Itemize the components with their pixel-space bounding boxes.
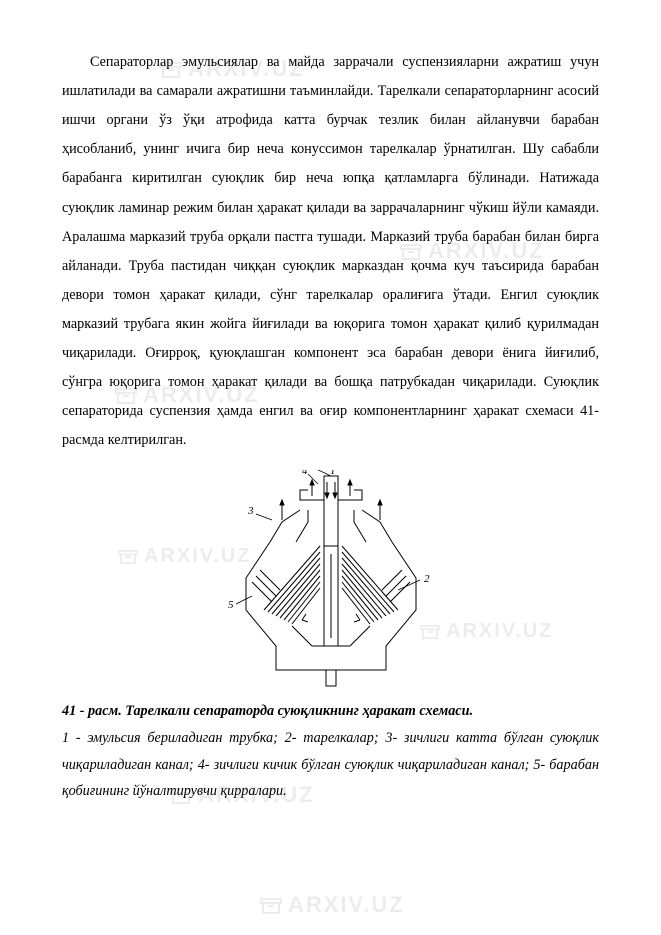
separator-diagram: 1 2 3 4 5: [212, 470, 450, 688]
figure-label-3: 3: [247, 505, 254, 517]
figure-caption-title: 41 - расм. Тарелкали сепараторда суюқлик…: [62, 698, 599, 725]
figure-label-1: 1: [330, 470, 336, 477]
watermark: ARXIV.UZ: [260, 892, 405, 918]
figure-label-5: 5: [228, 599, 234, 611]
figure-label-2: 2: [424, 573, 430, 585]
figure-label-4: 4: [302, 470, 308, 477]
figure-caption-body: 1 - эмульсия бериладиган трубка; 2- таре…: [62, 725, 599, 806]
watermark-text: ARXIV.UZ: [288, 892, 405, 917]
page-content: Сепараторлар эмульсиялар ва майда заррач…: [0, 0, 661, 845]
body-paragraph: Сепараторлар эмульсиялар ва майда заррач…: [62, 48, 599, 456]
archive-icon: [260, 894, 282, 920]
figure-container: 1 2 3 4 5: [62, 470, 599, 688]
